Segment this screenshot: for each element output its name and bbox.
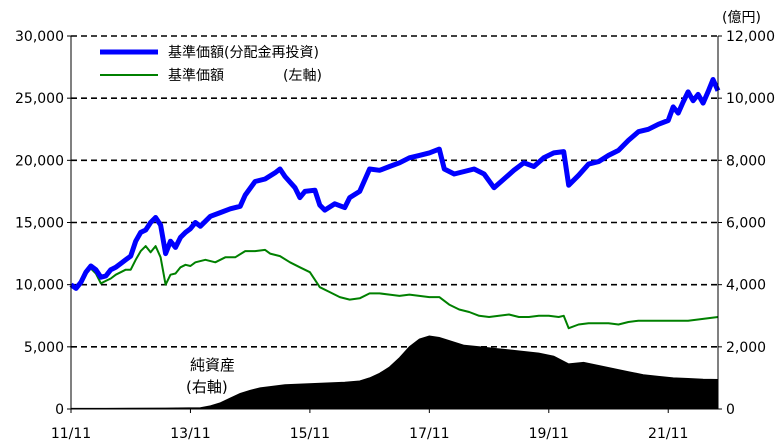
right-tick-label: 10,000 [726, 91, 775, 107]
left-tick-label: 0 [55, 402, 64, 418]
legend-label-nav: 基準価額 [168, 67, 224, 84]
net-assets-area-fill [70, 335, 719, 410]
x-tick-label: 17/11 [409, 426, 449, 441]
right-tick-label: 2,000 [726, 340, 766, 356]
net-assets-axis-note: (右軸) [186, 378, 228, 396]
left-tick-label: 20,000 [15, 153, 64, 169]
left-tick-label: 25,000 [15, 91, 64, 107]
right-tick-label: 8,000 [726, 153, 766, 169]
x-axis-ticks: 11/11 13/11 15/11 17/11 19/11 21/11 [51, 409, 688, 441]
legend-label-nav-reinvested: 基準価額(分配金再投資) [168, 44, 319, 61]
x-tick-label: 11/11 [51, 426, 91, 441]
left-tick-label: 30,000 [15, 29, 64, 45]
left-axis-ticks: 0 5,000 10,000 15,000 20,000 25,000 30,000 [15, 29, 71, 418]
legend: 基準価額(分配金再投資) 基準価額 (左軸) [100, 44, 322, 84]
nav-line [70, 245, 719, 330]
left-tick-label: 5,000 [24, 340, 64, 356]
net-assets-area [70, 335, 719, 410]
net-assets-label: 純資産 [190, 356, 235, 374]
x-tick-label: 13/11 [170, 426, 210, 441]
nav-reinvested-line [69, 77, 721, 291]
left-tick-label: 15,000 [15, 216, 64, 232]
gridlines [71, 35, 718, 348]
right-tick-label: 4,000 [726, 278, 766, 294]
right-tick-label: 6,000 [726, 216, 766, 232]
right-axis-ticks: 0 2,000 4,000 6,000 8,000 10,000 12,000 [718, 29, 775, 418]
series-lines [69, 77, 721, 330]
x-tick-label: 15/11 [290, 426, 330, 441]
right-axis-unit: (億円) [722, 10, 761, 26]
x-tick-label: 19/11 [529, 426, 569, 441]
left-tick-label: 10,000 [15, 278, 64, 294]
right-tick-label: 0 [726, 402, 735, 418]
x-tick-label: 21/11 [648, 426, 688, 441]
legend-axis-note: (左軸) [283, 68, 322, 84]
right-tick-label: 12,000 [726, 29, 775, 45]
